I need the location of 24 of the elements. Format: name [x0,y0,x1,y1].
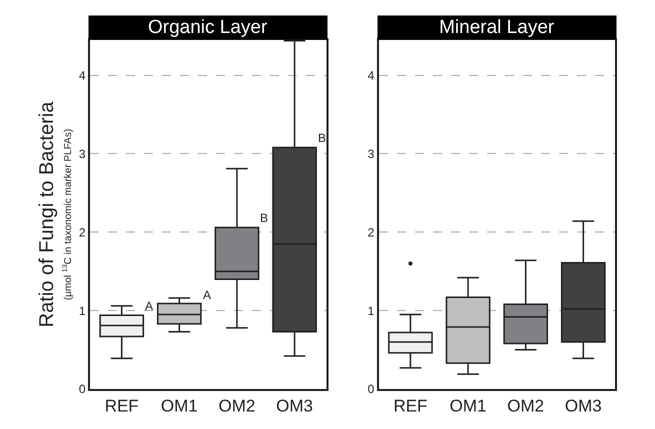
y-tick-label: 1 [368,304,375,318]
y-tick-label: 3 [78,146,86,161]
y-tick-label: 2 [368,225,375,240]
chart-title: Mineral Layer [439,17,555,38]
annotation: A [203,288,212,302]
x-tick-label: OM2 [218,396,256,416]
y-tick-label: 1 [78,304,86,318]
x-tick-label: REF [104,396,139,416]
chart-title: Organic Layer [148,17,268,38]
y-tick-label: 3 [368,146,375,161]
x-tick-label: OM3 [276,396,313,416]
annotation: B [318,131,326,145]
y-tick-label: 4 [368,68,375,82]
y-tick-label: 0 [368,382,375,396]
y-tick-label: 2 [78,225,86,240]
x-tick-label: OM1 [160,396,198,416]
x-tick-label: OM2 [507,396,544,416]
y-tick-label: 4 [78,68,86,82]
annotation: B [260,211,268,225]
annotation: A [145,299,154,313]
y-tick-label: 0 [78,382,86,396]
x-tick-label: OM3 [564,396,602,416]
x-tick-label: REF [393,396,428,416]
x-tick-label: OM1 [450,396,486,416]
